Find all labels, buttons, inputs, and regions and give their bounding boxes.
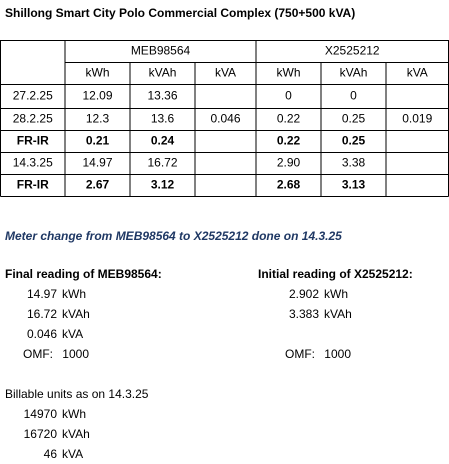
unit-header: kVA xyxy=(407,66,428,80)
billable-value: 46 xyxy=(44,447,58,461)
table-cell: 0.25 xyxy=(342,112,366,126)
row-label: FR-IR xyxy=(17,178,49,192)
group-header: MEB98564 xyxy=(131,44,191,58)
initial-unit: kWh xyxy=(324,287,348,301)
row-label: 14.3.25 xyxy=(13,156,53,170)
omf-value: 1000 xyxy=(62,347,89,361)
billable-value: 14970 xyxy=(24,407,58,421)
unit-header: kWh xyxy=(277,66,301,80)
table-cell: 2.90 xyxy=(277,156,301,170)
row-label: FR-IR xyxy=(17,134,49,148)
table-cell: 12.09 xyxy=(82,89,112,103)
final-heading: Final reading of MEB98564: xyxy=(5,267,162,281)
row-label: 28.2.25 xyxy=(13,112,53,126)
table-cell: 0.019 xyxy=(402,112,432,126)
note: Meter change from MEB98564 to X2525212 d… xyxy=(5,229,342,243)
final-unit: kVAh xyxy=(62,307,90,321)
table-cell: 3.12 xyxy=(151,178,175,192)
billable-value: 16720 xyxy=(24,427,58,441)
table-cell: 14.97 xyxy=(82,156,112,170)
table-cell: 0 xyxy=(285,89,292,103)
billable-unit: kWh xyxy=(62,407,86,421)
initial-value: 3.383 xyxy=(289,307,319,321)
unit-header: kWh xyxy=(86,66,110,80)
omf-label: OMF: xyxy=(23,347,53,361)
group-header: X2525212 xyxy=(325,44,380,58)
initial-value: 2.902 xyxy=(289,287,319,301)
omf-value: 1000 xyxy=(324,347,351,361)
table-cell: 0.24 xyxy=(151,134,175,148)
title: Shillong Smart City Polo Commercial Comp… xyxy=(5,6,355,20)
billable-unit: kVAh xyxy=(62,427,90,441)
table-cell: 0.22 xyxy=(277,134,301,148)
table-cell: 3.38 xyxy=(342,156,366,170)
final-value: 0.046 xyxy=(27,327,57,341)
table-cell: 12.3 xyxy=(86,112,110,126)
unit-header: kVA xyxy=(215,66,236,80)
billable-unit: kVA xyxy=(62,447,83,461)
table-cell: 0.22 xyxy=(277,112,301,126)
table-cell: 3.13 xyxy=(342,178,366,192)
final-value: 16.72 xyxy=(27,307,57,321)
table-cell: 0 xyxy=(350,89,357,103)
table-cell: 0.21 xyxy=(86,134,110,148)
table-cell: 2.67 xyxy=(86,178,110,192)
billable-heading: Billable units as on 14.3.25 xyxy=(5,387,149,401)
table-cell: 2.68 xyxy=(277,178,301,192)
row-label: 27.2.25 xyxy=(13,89,53,103)
final-unit: kVA xyxy=(62,327,83,341)
initial-unit: kVAh xyxy=(324,307,352,321)
unit-header: kVAh xyxy=(149,66,177,80)
unit-header: kVAh xyxy=(340,66,368,80)
table-cell: 0.046 xyxy=(210,112,240,126)
initial-heading: Initial reading of X2525212: xyxy=(258,267,413,281)
table-cell: 0.25 xyxy=(342,134,366,148)
final-unit: kWh xyxy=(62,287,86,301)
omf-label: OMF: xyxy=(285,347,315,361)
table-cell: 16.72 xyxy=(147,156,177,170)
table-cell: 13.36 xyxy=(147,89,177,103)
final-value: 14.97 xyxy=(27,287,57,301)
table-cell: 13.6 xyxy=(151,112,175,126)
